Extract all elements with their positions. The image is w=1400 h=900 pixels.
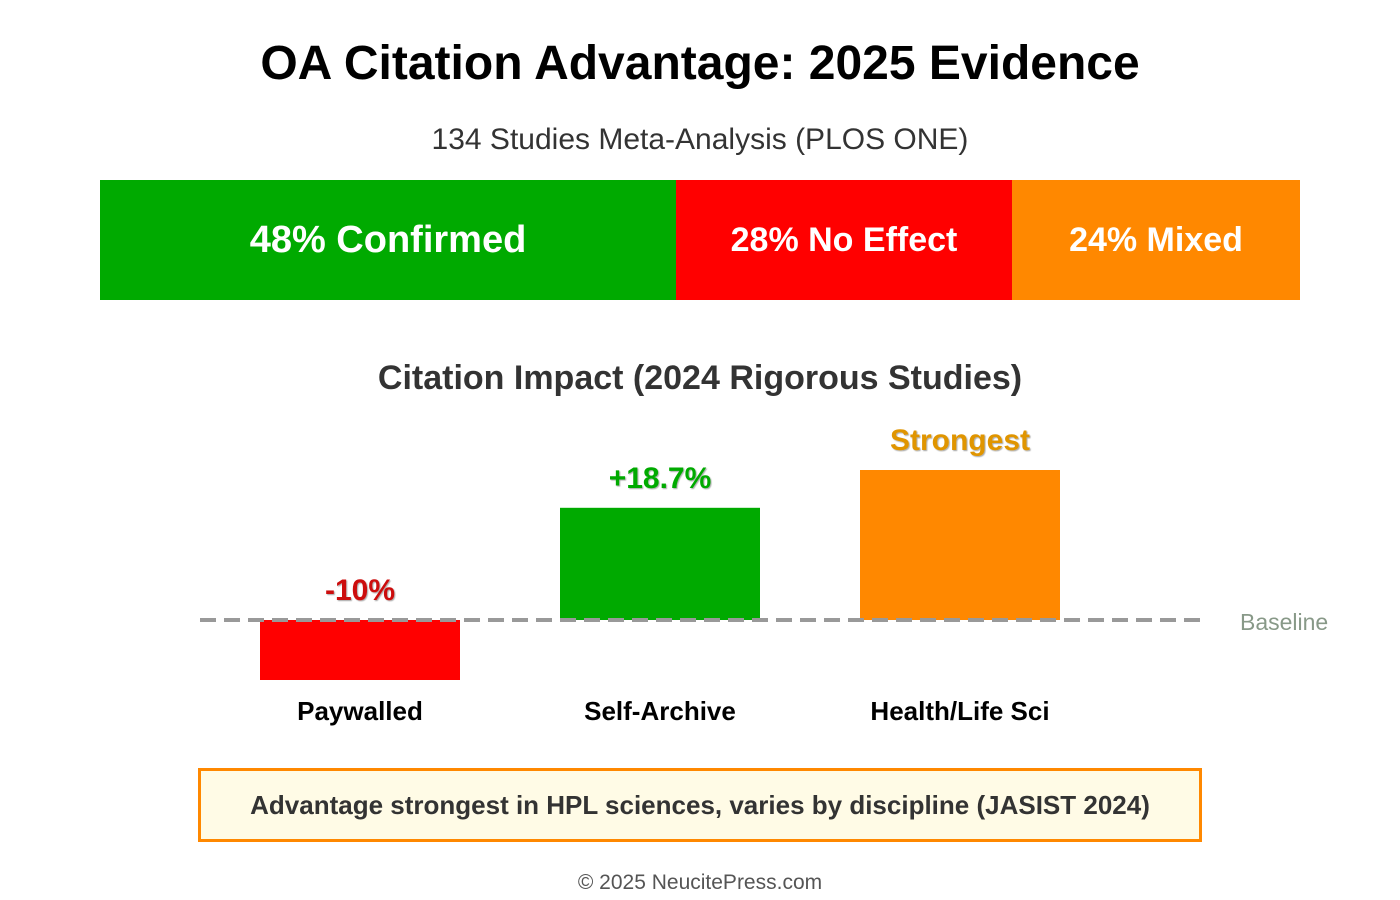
baseline-label: Baseline — [1240, 609, 1328, 635]
stacked-segment: 48% Confirmed — [100, 180, 676, 300]
data-label: Strongest — [890, 424, 1030, 457]
stacked-segment: 24% Mixed — [1012, 180, 1300, 300]
bar-health-life-sci — [860, 470, 1060, 620]
copyright-footer: © 2025 NeucitePress.com — [577, 871, 823, 894]
category-label: Health/Life Sci — [870, 696, 1049, 726]
bar-self-archive — [560, 507, 760, 620]
page-subtitle: 134 Studies Meta-Analysis (PLOS ONE) — [431, 123, 969, 156]
callout-text: Advantage strongest in HPL sciences, var… — [250, 789, 1150, 820]
chart-title: Citation Impact (2024 Rigorous Studies) — [377, 359, 1023, 397]
data-label: -10% — [325, 574, 395, 607]
page-title: OA Citation Advantage: 2025 Evidence — [260, 37, 1140, 90]
bar-paywalled — [260, 620, 460, 680]
meta-analysis-stacked-bar: 48% Confirmed 28% No Effect 24% Mixed — [100, 180, 1300, 300]
data-label: +18.7% — [609, 462, 712, 495]
category-label: Paywalled — [297, 696, 423, 726]
category-label: Self-Archive — [584, 696, 736, 726]
stacked-segment: 28% No Effect — [676, 180, 1012, 300]
callout-box: Advantage strongest in HPL sciences, var… — [198, 768, 1202, 842]
